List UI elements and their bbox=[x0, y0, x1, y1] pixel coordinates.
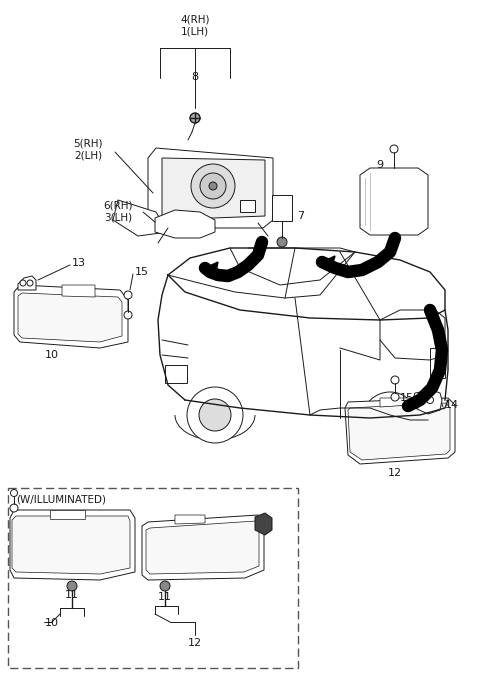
Polygon shape bbox=[10, 510, 135, 580]
Circle shape bbox=[190, 113, 200, 123]
Text: 5(RH): 5(RH) bbox=[73, 138, 103, 148]
Polygon shape bbox=[360, 168, 428, 235]
Circle shape bbox=[419, 397, 425, 403]
Bar bbox=[165, 365, 187, 383]
Text: 4(RH): 4(RH) bbox=[180, 14, 210, 24]
Polygon shape bbox=[18, 276, 36, 290]
Polygon shape bbox=[148, 148, 273, 228]
Text: 15: 15 bbox=[135, 267, 149, 277]
Polygon shape bbox=[408, 396, 418, 408]
Polygon shape bbox=[205, 262, 218, 272]
Polygon shape bbox=[18, 293, 122, 342]
Circle shape bbox=[209, 182, 217, 190]
Text: 9: 9 bbox=[376, 160, 384, 170]
Circle shape bbox=[200, 173, 226, 199]
Text: 10: 10 bbox=[45, 350, 59, 360]
Text: 11: 11 bbox=[158, 592, 172, 602]
Circle shape bbox=[124, 291, 132, 299]
Circle shape bbox=[67, 581, 77, 591]
Text: 7: 7 bbox=[297, 211, 304, 221]
Polygon shape bbox=[255, 513, 272, 535]
Circle shape bbox=[374, 404, 406, 436]
Polygon shape bbox=[142, 515, 264, 580]
Bar bbox=[272, 195, 292, 221]
Circle shape bbox=[191, 164, 235, 208]
Bar bbox=[430, 348, 445, 378]
Polygon shape bbox=[345, 398, 455, 464]
Text: 6(RH): 6(RH) bbox=[103, 200, 133, 210]
Polygon shape bbox=[155, 210, 215, 238]
Text: 12: 12 bbox=[188, 638, 202, 648]
Circle shape bbox=[124, 311, 132, 319]
Text: 2(LH): 2(LH) bbox=[74, 150, 102, 160]
Circle shape bbox=[390, 145, 398, 153]
Polygon shape bbox=[380, 398, 410, 407]
Polygon shape bbox=[348, 403, 450, 460]
Circle shape bbox=[277, 237, 287, 247]
Polygon shape bbox=[62, 285, 95, 297]
Circle shape bbox=[187, 387, 243, 443]
Polygon shape bbox=[113, 200, 168, 236]
Text: 8: 8 bbox=[192, 72, 199, 82]
Polygon shape bbox=[14, 285, 128, 348]
Text: 1(LH): 1(LH) bbox=[181, 26, 209, 36]
Bar bbox=[8, 488, 298, 668]
Polygon shape bbox=[50, 510, 85, 519]
Bar bbox=[240, 200, 255, 212]
Circle shape bbox=[11, 490, 17, 496]
Text: 15: 15 bbox=[400, 393, 414, 403]
Circle shape bbox=[27, 280, 33, 286]
Text: 13: 13 bbox=[72, 258, 86, 268]
Text: (W/ILLUMINATED): (W/ILLUMINATED) bbox=[16, 494, 106, 504]
Polygon shape bbox=[12, 516, 130, 574]
Circle shape bbox=[362, 392, 418, 448]
Circle shape bbox=[160, 581, 170, 591]
Circle shape bbox=[10, 504, 18, 512]
Polygon shape bbox=[162, 158, 265, 220]
Text: 3(LH): 3(LH) bbox=[104, 212, 132, 222]
Polygon shape bbox=[175, 515, 205, 524]
Circle shape bbox=[391, 393, 399, 401]
Polygon shape bbox=[322, 256, 335, 266]
Polygon shape bbox=[413, 390, 442, 414]
Circle shape bbox=[199, 399, 231, 431]
Circle shape bbox=[20, 280, 26, 286]
Polygon shape bbox=[146, 521, 259, 574]
Circle shape bbox=[427, 397, 433, 403]
Text: 14: 14 bbox=[445, 400, 459, 410]
Text: 10: 10 bbox=[45, 618, 59, 628]
Text: 12: 12 bbox=[388, 468, 402, 478]
Text: 11: 11 bbox=[65, 590, 79, 600]
Circle shape bbox=[391, 376, 399, 384]
